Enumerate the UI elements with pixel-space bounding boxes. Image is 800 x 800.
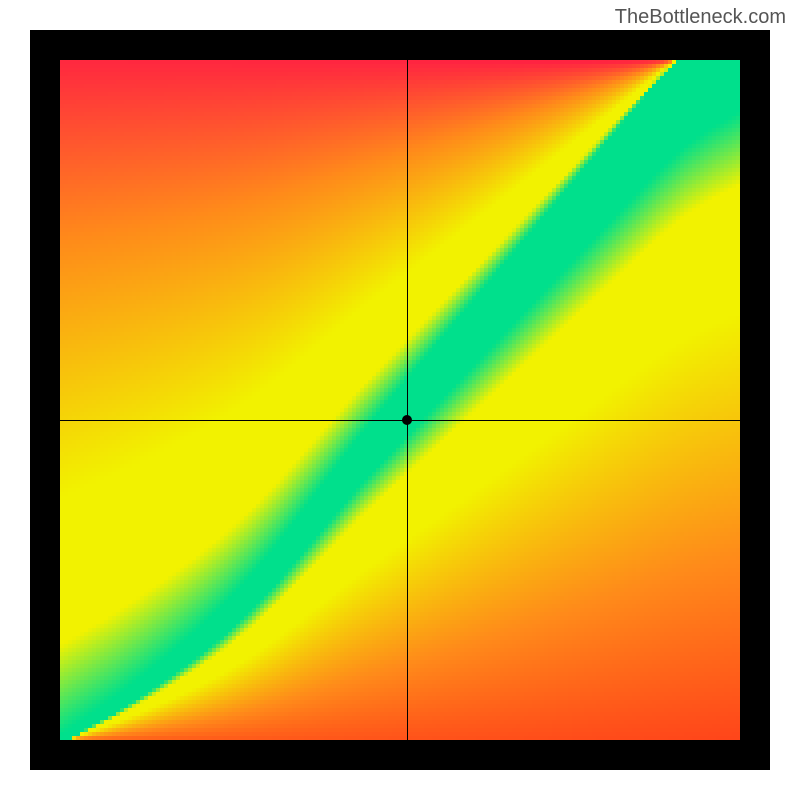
selection-marker[interactable] xyxy=(402,415,412,425)
watermark-text: TheBottleneck.com xyxy=(615,6,786,29)
heatmap-plot-area xyxy=(60,60,740,740)
heatmap-canvas xyxy=(60,60,740,740)
bottleneck-heatmap xyxy=(30,30,770,770)
crosshair-horizontal xyxy=(60,420,740,421)
crosshair-vertical xyxy=(407,60,408,740)
